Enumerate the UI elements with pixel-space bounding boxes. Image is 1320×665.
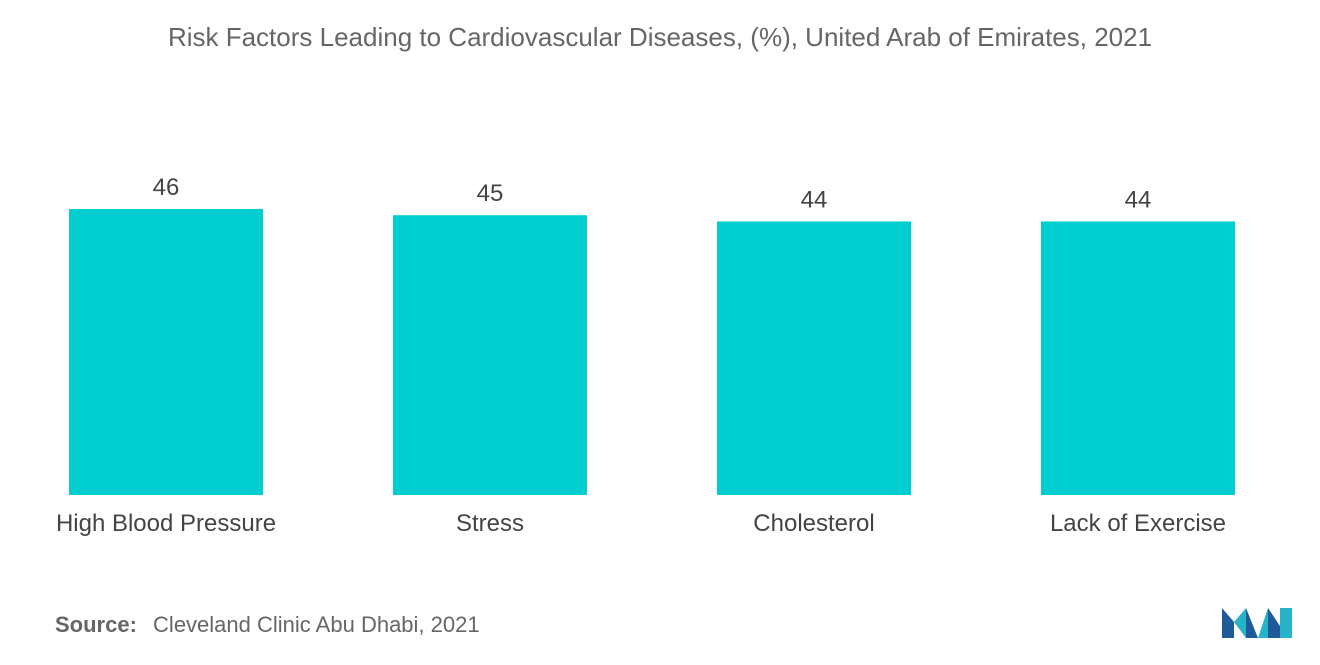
bar-1 xyxy=(393,215,587,495)
source-text: Cleveland Clinic Abu Dhabi, 2021 xyxy=(153,612,480,637)
bar-2 xyxy=(717,221,911,495)
mordor-intelligence-logo-icon xyxy=(1222,602,1292,643)
category-label-1: Stress xyxy=(456,510,524,537)
category-label-3: Lack of Exercise xyxy=(1050,510,1226,537)
bar-0 xyxy=(69,209,263,495)
data-label-0: 46 xyxy=(153,174,180,201)
category-label-0: High Blood Pressure xyxy=(56,510,276,537)
bar-3 xyxy=(1041,221,1235,495)
data-label-3: 44 xyxy=(1125,186,1152,213)
chart-title: Risk Factors Leading to Cardiovascular D… xyxy=(167,22,1153,52)
source-note: Source: Cleveland Clinic Abu Dhabi, 2021 xyxy=(55,612,480,638)
category-label-2: Cholesterol xyxy=(753,510,874,537)
source-label: Source: xyxy=(55,612,137,637)
data-label-2: 44 xyxy=(801,186,828,213)
data-label-1: 45 xyxy=(477,180,504,207)
